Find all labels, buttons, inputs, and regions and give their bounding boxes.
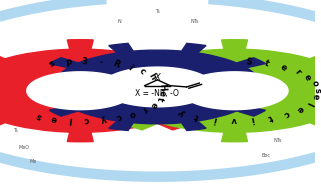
Text: v: v [231,115,237,124]
Text: e: e [158,90,167,97]
Text: c: c [281,108,291,119]
Polygon shape [90,40,321,142]
Text: Ts: Ts [13,128,17,133]
Text: s: s [35,111,43,121]
Text: c: c [114,111,123,122]
Text: H: H [157,84,167,91]
Text: NTs: NTs [274,138,282,143]
Text: N: N [118,19,122,24]
Text: e: e [302,73,313,82]
Text: p: p [65,57,72,67]
Text: r: r [139,105,149,114]
Text: MeO: MeO [19,145,30,150]
Text: e: e [310,93,320,100]
Text: y: y [99,114,107,124]
Text: s: s [312,88,321,93]
Text: O$_2$N: O$_2$N [17,107,29,116]
Text: O$_2$N: O$_2$N [265,104,276,112]
Text: e: e [50,113,58,123]
Polygon shape [0,40,225,142]
Text: X: X [154,73,160,82]
Text: t: t [263,59,271,69]
Text: e: e [294,104,305,114]
Text: i: i [126,63,134,72]
Text: X = -NR, -O: X = -NR, -O [135,89,179,98]
Text: -: - [98,58,104,67]
Text: l: l [305,100,314,106]
Text: i: i [250,114,255,124]
Text: c: c [137,67,147,77]
Text: Me: Me [30,159,37,163]
Text: s: s [48,58,56,68]
Text: i: i [213,114,218,124]
Polygon shape [31,43,284,131]
Text: S: S [245,57,253,67]
Text: l: l [68,115,72,124]
Text: t: t [266,112,274,122]
Text: h: h [147,72,157,81]
Text: Ts: Ts [155,9,160,14]
Polygon shape [27,72,134,110]
Text: e: e [278,62,288,73]
Text: o: o [127,108,137,119]
Polygon shape [101,67,213,107]
Text: NTs: NTs [191,19,199,24]
Text: Boc: Boc [261,153,270,158]
Text: 3: 3 [82,57,88,66]
Text: t: t [194,112,201,122]
Text: F: F [236,128,239,133]
Polygon shape [181,72,288,110]
Text: R: R [111,59,121,70]
Text: o: o [309,80,319,87]
Text: c: c [84,115,90,124]
Text: t: t [154,96,164,102]
Text: y: y [177,108,187,118]
Text: e: e [148,100,158,109]
Text: Ph: Ph [31,117,38,122]
Text: r: r [292,67,302,76]
